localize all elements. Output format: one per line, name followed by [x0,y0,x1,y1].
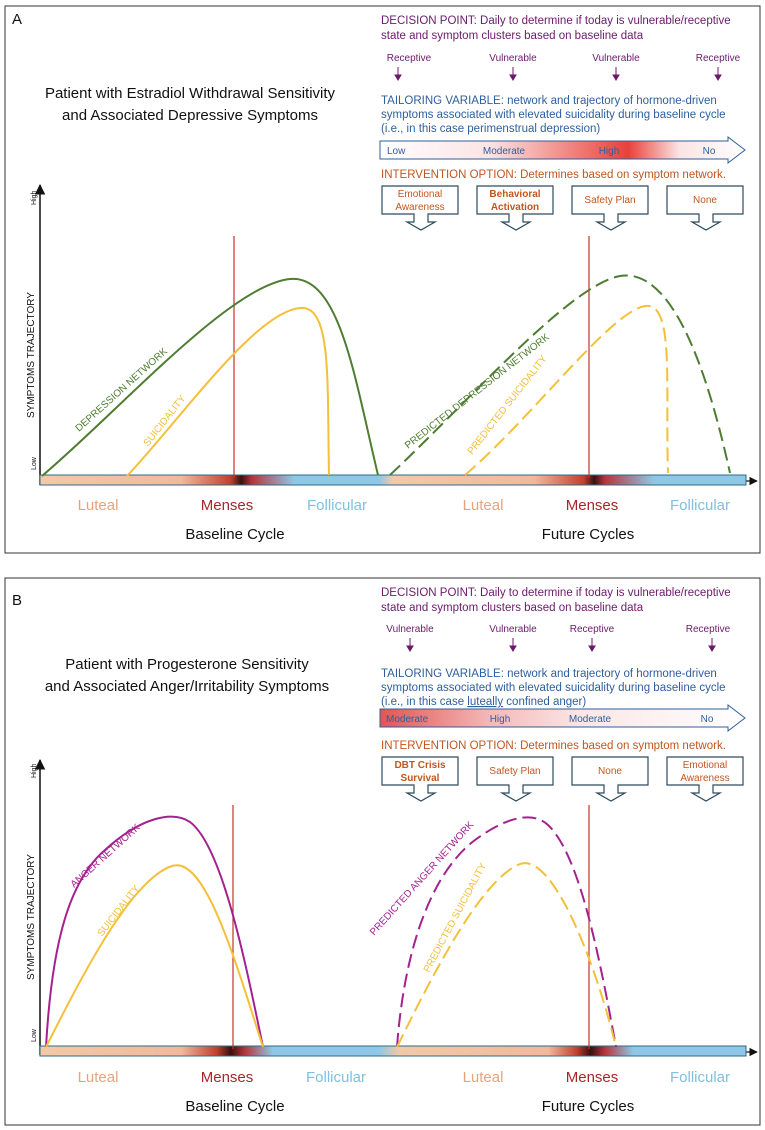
panel-a-axis-high: High [31,190,38,205]
risk-level: No [701,714,714,725]
panel-a-tailoring-line3: (i.e., in this case perimenstrual depres… [381,123,600,135]
panel-a-future-cycles-label: Future Cycles [542,526,635,543]
risk-level: Moderate [386,714,429,725]
panel-a-axis-low: Low [31,456,38,470]
panel-b-decision-line1: DECISION POINT: Daily to determine if to… [381,587,731,599]
risk-level: No [703,146,716,157]
panel-b-y-axis-title: SYMPTOMS TRAJECTORY [26,854,37,980]
panel-b-predicted-suicidality-curve [396,862,617,1048]
panel-b-title-line2: and Associated Anger/Irritability Sympto… [45,678,329,695]
risk-level: High [599,146,620,157]
intervention-label: None [598,766,622,777]
phase-label-menses: Menses [201,497,254,514]
panel-b-frame [4,577,761,1126]
phase-label-follicular: Follicular [670,1069,730,1086]
intervention-box [381,185,459,231]
intervention-label: Emotional [398,189,442,200]
panel-a-cycle-bar [39,474,747,486]
phase-label-follicular: Follicular [670,497,730,514]
state-label: Vulnerable [592,53,640,64]
phase-label-follicular: Follicular [307,497,367,514]
risk-level: Low [387,146,406,157]
panel-b-future-cycles-label: Future Cycles [542,1098,635,1115]
panel-b-label: B [12,592,22,609]
state-label: Vulnerable [386,624,434,635]
state-label: Receptive [387,53,432,64]
risk-level: Moderate [569,714,612,725]
state-arrow-icons [394,67,722,81]
panel-a-interventions: Emotional Awareness Behavioral Activatio… [381,185,744,231]
intervention-box [476,756,554,802]
panel-a-depression-curve [41,277,379,477]
panel-b-tailoring-line3: (i.e., in this case luteally confined an… [381,696,586,708]
intervention-label: DBT Crisis [394,760,446,771]
phase-label-menses: Menses [566,1069,619,1086]
panel-b-tailoring-line2: symptoms associated with elevated suicid… [381,682,726,694]
phase-label-luteal: Luteal [463,497,504,514]
phase-label-luteal: Luteal [463,1069,504,1086]
panel-a-risk-arrow [379,135,746,165]
intervention-box [476,185,554,231]
state-label: Receptive [696,53,741,64]
panel-a-title-line1: Patient with Estradiol Withdrawal Sensit… [45,85,336,102]
panel-a-suicidality-curve [126,306,330,477]
panel-a-states: Receptive Vulnerable Vulnerable Receptiv… [387,53,741,81]
intervention-label: Activation [491,202,539,213]
intervention-label: Safety Plan [584,195,635,206]
intervention-box [666,185,744,231]
panel-a-predicted-depression-curve [389,274,731,476]
intervention-label: Behavioral [489,189,540,200]
intervention-box [666,756,744,802]
panel-b-predicted-anger-curve [396,816,617,1048]
panel-a-y-axis-title: SYMPTOMS TRAJECTORY [26,292,37,418]
panel-b-baseline-cycle-label: Baseline Cycle [185,1098,284,1115]
panel-a-intervention-header: INTERVENTION OPTION: Determines based on… [381,169,726,181]
phase-label-luteal: Luteal [78,497,119,514]
intervention-label: Awareness [680,773,729,784]
panel-a-decision-line1: DECISION POINT: Daily to determine if to… [381,15,731,27]
intervention-label: Survival [401,773,440,784]
risk-level: Moderate [483,146,526,157]
panel-a-title-line2: and Associated Depressive Symptoms [62,107,318,124]
phase-label-menses: Menses [566,497,619,514]
panel-b-title-line1: Patient with Progesterone Sensitivity [65,656,309,673]
intervention-label: Emotional [683,760,727,771]
intervention-label: Awareness [395,202,444,213]
panel-b-axis-low: Low [31,1028,38,1042]
panel-b-risk-arrow [379,703,746,733]
phase-label-follicular: Follicular [306,1069,366,1086]
panel-b-axis-high: High [31,763,38,778]
intervention-label: None [693,195,717,206]
panel-a-baseline-cycle-label: Baseline Cycle [185,526,284,543]
panel-b-cycle-bar [39,1045,747,1057]
panel-b: B Patient with Progesterone Sensitivity … [4,577,761,1126]
intervention-box [571,185,649,231]
state-label: Vulnerable [489,624,537,635]
panel-b-anger-curve [45,815,264,1048]
state-label: Receptive [570,624,615,635]
panel-b-tailoring-line1: TAILORING VARIABLE: network and trajecto… [381,668,717,680]
panel-b-intervention-header: INTERVENTION OPTION: Determines based on… [381,740,726,752]
risk-level: High [490,714,511,725]
panel-a-decision-line2: state and symptom clusters based on base… [381,30,644,42]
state-label: Vulnerable [489,53,537,64]
panel-a-tailoring-line2: symptoms associated with elevated suicid… [381,109,726,121]
panel-a-frame [4,5,761,554]
intervention-box [381,756,459,802]
panel-b-states: Vulnerable Vulnerable Receptive Receptiv… [386,624,731,652]
panel-b-interventions: DBT Crisis Survival Safety Plan None Emo… [381,756,744,802]
panel-a: A Patient with Estradiol Withdrawal Sens… [4,5,761,554]
panel-b-suicidality-curve [45,864,264,1048]
panel-a-label: A [12,11,22,28]
state-label: Receptive [686,624,731,635]
intervention-label: Safety Plan [489,766,540,777]
intervention-box [571,756,649,802]
state-arrow-icons [406,638,716,652]
panel-b-decision-line2: state and symptom clusters based on base… [381,602,644,614]
phase-label-menses: Menses [201,1069,254,1086]
panel-a-predicted-suicidality-curve [464,304,669,476]
panel-a-tailoring-line1: TAILORING VARIABLE: network and trajecto… [381,95,717,107]
phase-label-luteal: Luteal [78,1069,119,1086]
